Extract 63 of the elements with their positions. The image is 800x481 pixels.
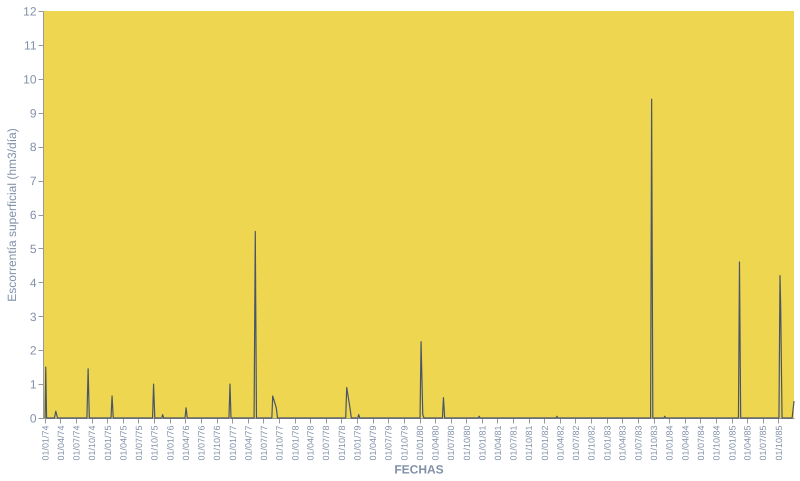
x-tick-label: 01/01/80 [415, 426, 426, 461]
x-tick-label: 01/01/77 [228, 426, 238, 461]
x-tick-label: 01/10/85 [774, 426, 784, 461]
y-tick-label: 10 [23, 72, 37, 86]
x-tick-label: 01/01/74 [40, 426, 51, 461]
x-tick-label: 01/01/84 [664, 426, 675, 461]
x-tick-label: 01/10/79 [399, 426, 410, 461]
x-tick-label: 01/04/78 [306, 426, 316, 461]
x-tick-label: 01/10/77 [274, 426, 285, 461]
x-tick-label: 01/04/81 [492, 426, 503, 461]
y-tick-label: 2 [30, 344, 37, 358]
y-tick-label: 8 [30, 140, 37, 154]
x-tick-label: 01/10/75 [150, 426, 160, 461]
y-tick-label: 12 [23, 4, 37, 18]
x-tick-label: 01/10/83 [649, 426, 660, 461]
x-tick-label: 01/04/85 [742, 426, 753, 461]
x-tick-label: 01/07/74 [71, 426, 82, 461]
x-tick-label: 01/07/83 [633, 426, 644, 461]
y-tick-label: 4 [30, 276, 37, 290]
y-tick-label: 1 [30, 378, 37, 392]
x-tick-label: 01/10/76 [212, 426, 222, 461]
x-tick-label: 01/07/79 [384, 426, 394, 461]
y-tick-label: 6 [30, 208, 37, 222]
y-tick-label: 5 [30, 242, 37, 256]
x-tick-label: 01/01/75 [102, 426, 113, 461]
x-tick-label: 01/07/80 [446, 426, 456, 461]
x-tick-label: 01/07/78 [321, 426, 332, 461]
y-tick-label: 7 [30, 174, 37, 188]
x-tick-label: 01/04/82 [555, 426, 566, 461]
x-tick-label: 01/04/83 [618, 426, 628, 461]
x-axis-title: FECHAS [394, 462, 444, 477]
x-tick-label: 01/07/81 [508, 426, 519, 461]
x-tick-label: 01/01/85 [727, 426, 738, 461]
x-tick-label: 01/04/75 [118, 426, 128, 461]
y-tick-label: 9 [30, 106, 37, 120]
y-tick-label: 0 [30, 412, 37, 426]
x-tick-label: 01/01/78 [290, 426, 300, 461]
y-tick-label: 3 [30, 310, 37, 324]
x-tick-label: 01/04/79 [368, 426, 378, 461]
x-tick-label: 01/10/82 [586, 426, 597, 461]
x-tick-label: 01/10/74 [87, 426, 98, 461]
x-tick-label: 01/04/76 [180, 426, 191, 461]
x-tick-label: 01/10/84 [712, 426, 722, 461]
x-tick-label: 01/07/77 [258, 426, 269, 461]
x-tick-label: 01/01/81 [478, 426, 488, 461]
x-tick-label: 01/07/76 [196, 426, 206, 461]
x-tick-label: 01/10/78 [336, 426, 347, 461]
x-tick-label: 01/04/77 [243, 426, 254, 461]
y-tick-label: 11 [24, 38, 37, 52]
x-tick-label: 01/01/82 [540, 426, 550, 461]
x-tick-label: 01/01/83 [602, 426, 612, 461]
x-tick-label: 01/10/81 [524, 426, 534, 461]
x-tick-label: 01/07/84 [696, 426, 706, 461]
x-tick-label: 01/04/80 [430, 426, 441, 461]
x-tick-label: 01/07/75 [134, 426, 144, 461]
x-tick-label: 01/07/85 [758, 426, 768, 461]
x-tick-label: 01/01/79 [352, 426, 363, 461]
x-tick-label: 01/04/74 [56, 426, 66, 461]
x-tick-label: 01/07/82 [570, 426, 581, 461]
y-axis-title: Escorrentía superficial (hm3/día) [5, 128, 20, 302]
x-tick-label: 01/01/76 [165, 426, 176, 461]
x-tick-label: 01/10/80 [462, 426, 472, 461]
x-tick-label: 01/04/84 [680, 426, 690, 461]
